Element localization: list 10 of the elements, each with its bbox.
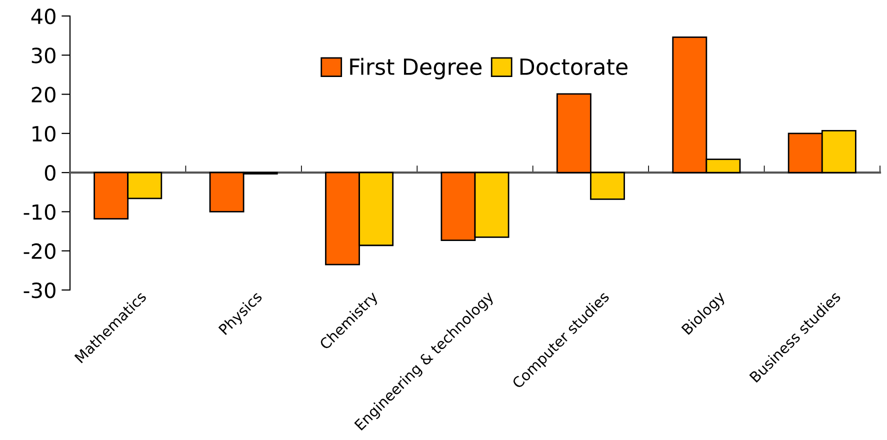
y-tick-label: 40 — [31, 8, 56, 24]
y-tick-label: 30 — [32, 48, 56, 64]
y-tick-label: -20 — [24, 243, 56, 260]
y-tick-label: 0 — [44, 165, 56, 181]
y-tick-label: -10 — [24, 204, 56, 220]
legend-label: First Degree — [350, 58, 482, 80]
legend-label: Doctorate — [520, 58, 628, 76]
y-tick-label: 10 — [32, 126, 56, 142]
y-tick-label: -30 — [24, 282, 56, 298]
y-tick-label: 20 — [32, 86, 56, 102]
